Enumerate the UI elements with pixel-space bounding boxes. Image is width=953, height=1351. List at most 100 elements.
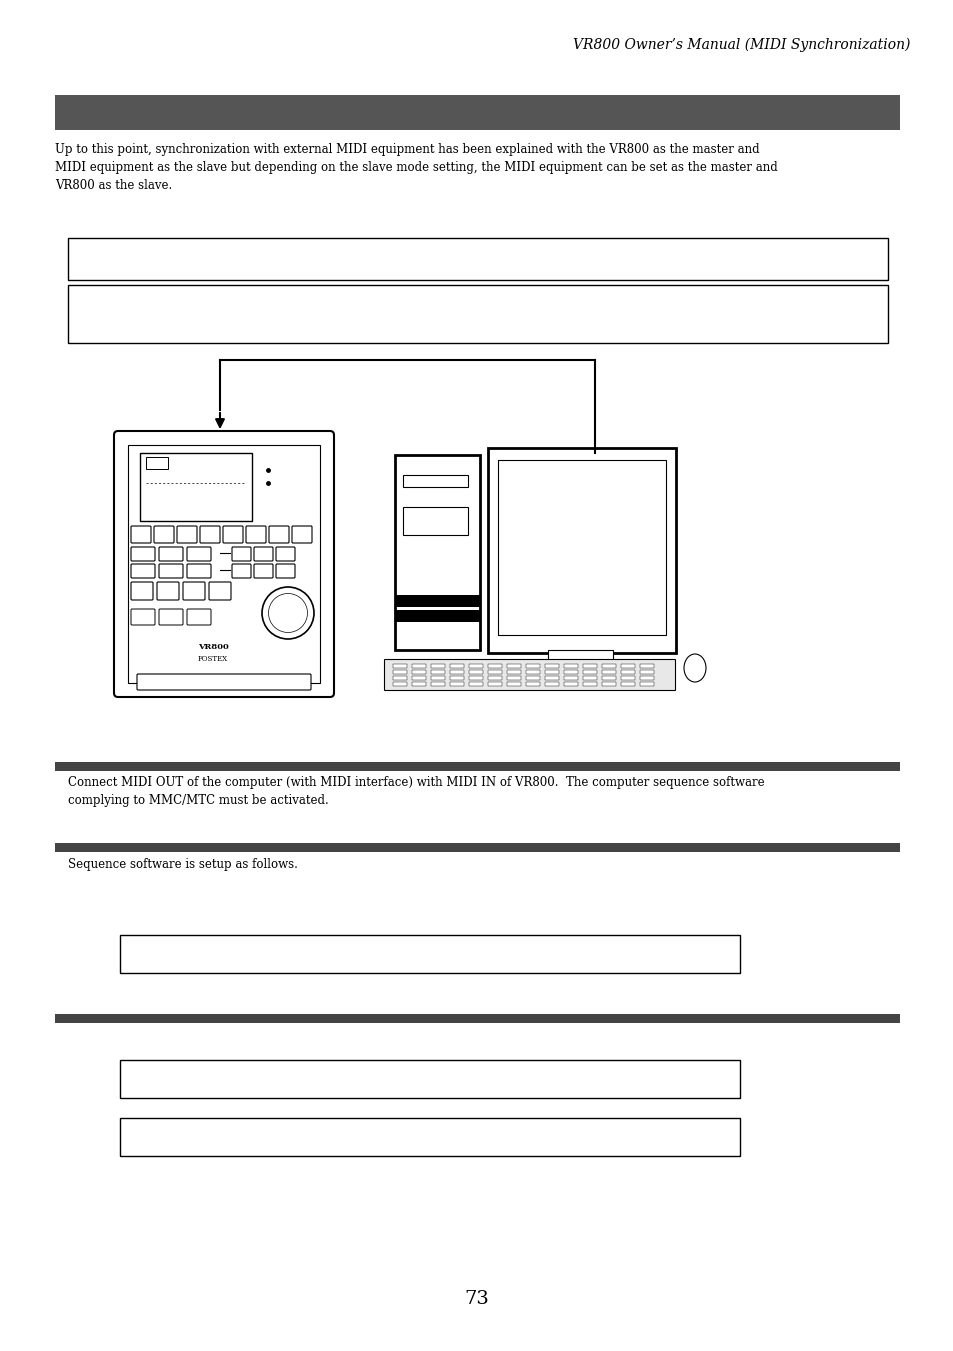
Text: FOSTEX: FOSTEX: [197, 655, 228, 663]
Bar: [525, 670, 539, 674]
FancyBboxPatch shape: [159, 547, 183, 561]
Bar: [402, 507, 468, 535]
Bar: [120, 1061, 740, 1098]
Bar: [431, 670, 444, 674]
Circle shape: [268, 593, 307, 632]
Bar: [488, 449, 676, 653]
Bar: [55, 762, 899, 771]
Bar: [525, 663, 539, 667]
Bar: [68, 238, 887, 280]
Bar: [402, 476, 468, 486]
Bar: [488, 682, 501, 686]
Bar: [544, 663, 558, 667]
Bar: [488, 676, 501, 680]
Bar: [525, 676, 539, 680]
FancyBboxPatch shape: [153, 526, 173, 543]
Bar: [120, 935, 740, 973]
Bar: [68, 285, 887, 343]
Bar: [563, 663, 578, 667]
Bar: [563, 676, 578, 680]
Bar: [393, 676, 407, 680]
Bar: [412, 682, 426, 686]
Bar: [506, 676, 520, 680]
Bar: [55, 1015, 899, 1023]
Ellipse shape: [683, 654, 705, 682]
Text: 73: 73: [464, 1290, 489, 1308]
Bar: [525, 682, 539, 686]
Bar: [639, 676, 654, 680]
Bar: [544, 670, 558, 674]
Bar: [393, 682, 407, 686]
FancyBboxPatch shape: [113, 431, 334, 697]
Bar: [469, 676, 482, 680]
Bar: [393, 670, 407, 674]
FancyBboxPatch shape: [137, 674, 311, 690]
FancyBboxPatch shape: [159, 563, 183, 578]
Bar: [544, 682, 558, 686]
Bar: [639, 663, 654, 667]
Bar: [506, 663, 520, 667]
Bar: [450, 676, 463, 680]
Bar: [488, 670, 501, 674]
Bar: [497, 459, 665, 635]
Bar: [601, 663, 616, 667]
Bar: [639, 682, 654, 686]
Bar: [506, 670, 520, 674]
Bar: [620, 663, 635, 667]
FancyBboxPatch shape: [183, 582, 205, 600]
Bar: [395, 594, 479, 607]
Bar: [601, 682, 616, 686]
FancyBboxPatch shape: [131, 582, 152, 600]
FancyBboxPatch shape: [187, 563, 211, 578]
Bar: [620, 682, 635, 686]
FancyBboxPatch shape: [128, 444, 319, 684]
Bar: [601, 676, 616, 680]
FancyBboxPatch shape: [131, 526, 151, 543]
FancyBboxPatch shape: [246, 526, 266, 543]
Bar: [601, 670, 616, 674]
FancyBboxPatch shape: [232, 547, 251, 561]
FancyBboxPatch shape: [269, 526, 289, 543]
Bar: [620, 670, 635, 674]
Text: Sequence software is setup as follows.: Sequence software is setup as follows.: [68, 858, 297, 871]
Bar: [639, 670, 654, 674]
Text: VR800 Owner’s Manual (MIDI Synchronization): VR800 Owner’s Manual (MIDI Synchronizati…: [572, 38, 909, 53]
Bar: [620, 676, 635, 680]
Bar: [146, 457, 168, 469]
Bar: [506, 682, 520, 686]
FancyBboxPatch shape: [292, 526, 312, 543]
FancyBboxPatch shape: [253, 563, 273, 578]
Bar: [582, 663, 597, 667]
Bar: [412, 663, 426, 667]
FancyBboxPatch shape: [223, 526, 243, 543]
Text: VR800: VR800: [197, 643, 228, 651]
Bar: [582, 676, 597, 680]
FancyBboxPatch shape: [131, 547, 154, 561]
FancyBboxPatch shape: [131, 609, 154, 626]
Bar: [140, 453, 252, 521]
Text: Up to this point, synchronization with external MIDI equipment has been explaine: Up to this point, synchronization with e…: [55, 143, 777, 192]
FancyBboxPatch shape: [384, 659, 675, 690]
Bar: [120, 1119, 740, 1156]
FancyBboxPatch shape: [232, 563, 251, 578]
FancyBboxPatch shape: [209, 582, 231, 600]
Bar: [544, 676, 558, 680]
Bar: [55, 843, 899, 852]
FancyBboxPatch shape: [187, 609, 211, 626]
Bar: [582, 670, 597, 674]
Bar: [450, 670, 463, 674]
Text: Connect MIDI OUT of the computer (with MIDI interface) with MIDI IN of VR800.  T: Connect MIDI OUT of the computer (with M…: [68, 775, 763, 807]
Bar: [395, 455, 479, 650]
Bar: [469, 682, 482, 686]
Bar: [469, 670, 482, 674]
Bar: [393, 663, 407, 667]
FancyBboxPatch shape: [275, 547, 294, 561]
Bar: [563, 682, 578, 686]
FancyBboxPatch shape: [187, 547, 211, 561]
FancyBboxPatch shape: [253, 547, 273, 561]
Bar: [547, 650, 613, 661]
FancyBboxPatch shape: [131, 563, 154, 578]
Bar: [450, 663, 463, 667]
FancyBboxPatch shape: [200, 526, 220, 543]
Bar: [431, 663, 444, 667]
